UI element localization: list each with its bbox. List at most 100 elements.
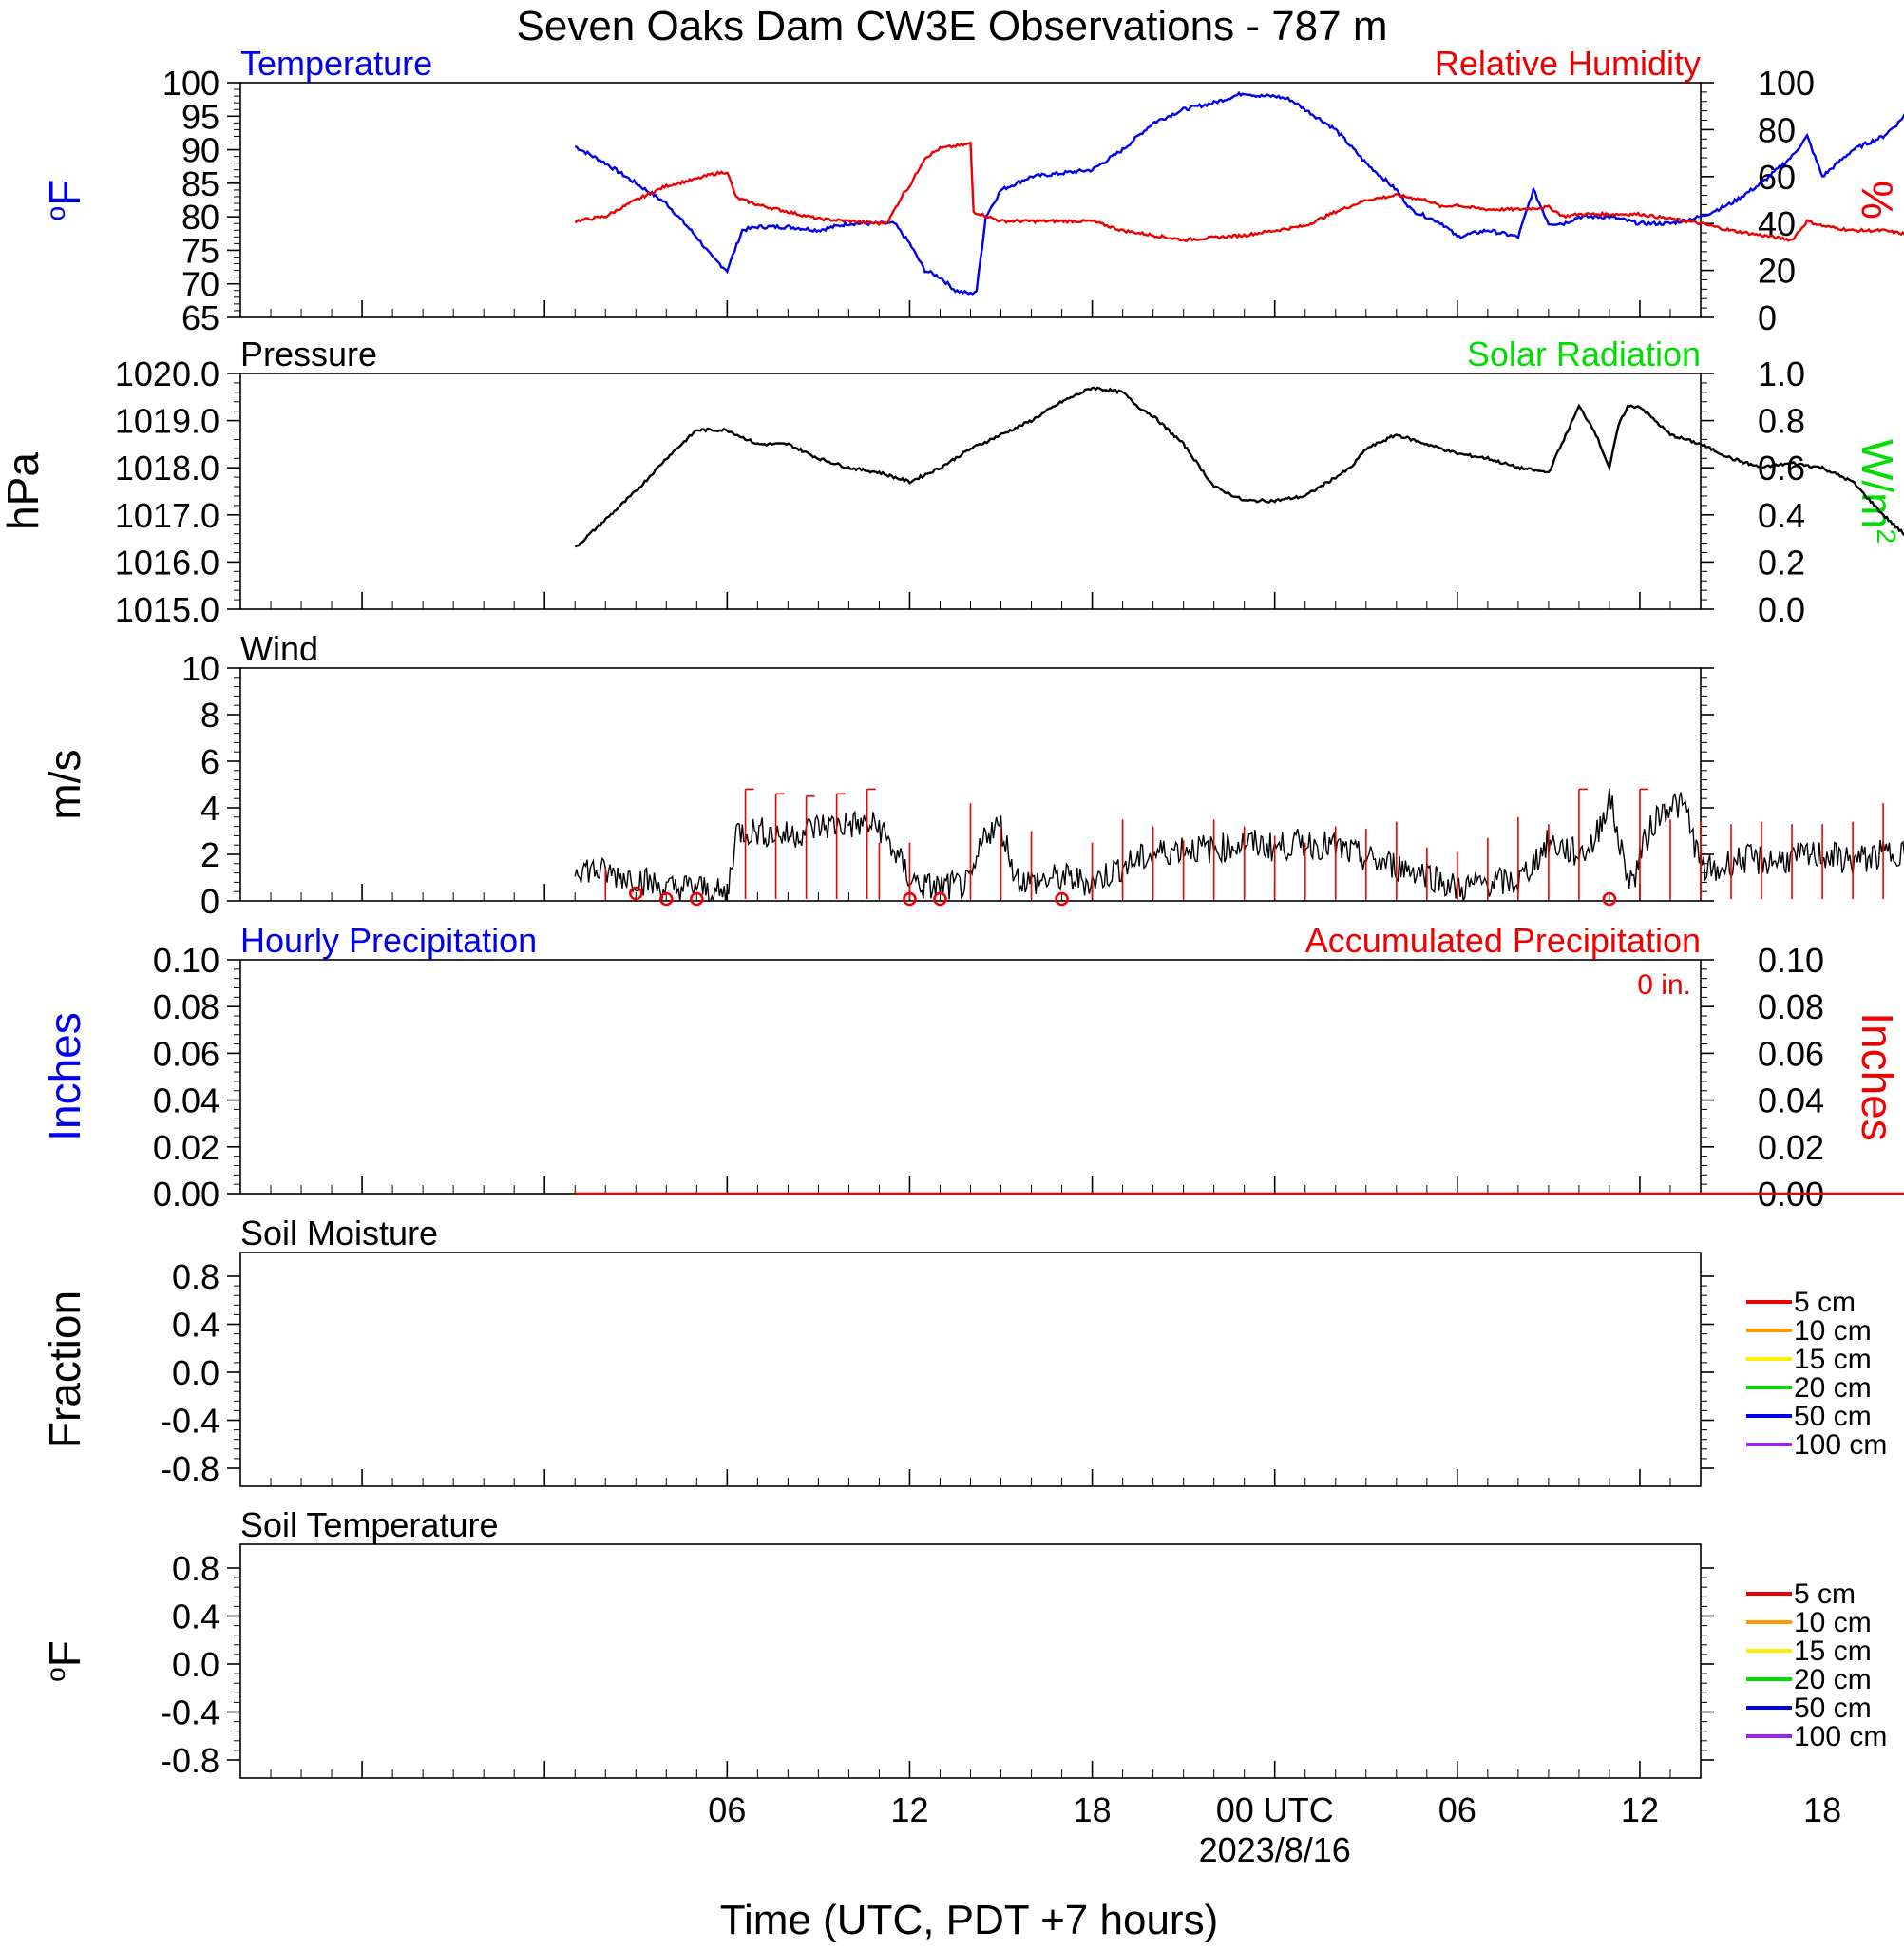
y-tick-label-left: 95 [181,97,219,136]
y-axis-label-left: hPa [0,452,48,530]
y-axis-label-left: oF [40,1640,89,1682]
panel-title-left: Soil Moisture [240,1214,438,1253]
calm-wind-marker [628,886,643,901]
panel-temperature: 10095908580757065100806040200Temperature… [40,44,1904,337]
y-tick-label-right: 100 [1758,64,1815,103]
y-tick-label-right: 0 [1758,298,1777,337]
x-tick-label: 12 [1621,1790,1659,1829]
y-tick-label-left: 1016.0 [115,543,219,582]
y-tick-label-left: 2 [200,835,219,874]
x-tick-label: 06 [1438,1790,1476,1829]
x-axis-label: Time (UTC, PDT +7 hours) [720,1897,1218,1943]
legend-label: 100 cm [1794,1429,1887,1461]
plot-frame [239,959,1702,1195]
y-axis-label-left: Fraction [40,1291,89,1448]
legend-label: 50 cm [1794,1401,1872,1432]
y-tick-label-right: 0.10 [1758,941,1824,980]
x-tick-label: 18 [1074,1790,1112,1829]
y-tick-label-left: 0.8 [172,1257,219,1296]
y-tick-label-left: 85 [181,164,219,203]
x-date-label: 2023/8/16 [1199,1830,1351,1869]
y-tick-label-left: 4 [200,789,219,828]
y-tick-label-right: 1.0 [1758,354,1805,393]
y-tick-label-left: 0.02 [153,1128,219,1167]
y-tick-label-left: 8 [200,696,219,735]
y-tick-label-right: 0.02 [1758,1128,1824,1167]
panel-hourly-precipitation: 0.10 0.08 0.06 0.04 0.02 0.00 0.10 0.08 0.06 0.04… [40,921,1904,1214]
x-tick-label: 18 [1803,1790,1841,1829]
legend-label: 10 cm [1794,1607,1872,1638]
plot-frame [239,373,1702,610]
panel-pressure: 1020.0 1019.0 1018.0 1017.0 1016.0 1015.0 1.0 0… [0,335,1904,629]
series-line-relative-humidity [574,141,1904,242]
y-tick-label-right: 0.4 [1758,496,1805,535]
y-tick-label-right: 20 [1758,252,1796,291]
panel-wind: 10 8 6 4 2 0 Wind m/s [40,629,1904,921]
y-tick-label-left: -0.4 [161,1693,219,1732]
y-tick-label-left: 1020.0 [115,354,219,393]
panel-title-right: Relative Humidity [1435,44,1701,83]
legend-label: 5 cm [1794,1578,1856,1610]
y-tick-label-right: 60 [1758,158,1796,197]
calm-wind-marker [903,891,917,907]
chart-title: Seven Oaks Dam CW3E Observations - 787 m [517,3,1388,49]
panel-title-right: Solar Radiation [1467,335,1701,373]
y-tick-label-left: 75 [181,231,219,270]
y-tick-label-left: 0.08 [153,987,219,1026]
y-tick-label-left: 0.0 [172,1645,219,1684]
y-tick-label-right: 0.6 [1758,449,1805,488]
plot-frame [239,82,1702,318]
panel-title-left: Hourly Precipitation [240,921,537,960]
calm-wind-marker [1055,891,1069,907]
plot-frame [239,1252,1702,1487]
y-tick-label-left: 0.10 [153,941,219,980]
y-tick-label-left: 1015.0 [115,590,219,629]
panel-soil-moisture: 0.8 0.4 0.0 -0.4 -0.8 Soil Moisture Fraction 5 … [40,1214,1887,1488]
y-tick-label-left: 0 [200,882,219,921]
legend-label: 20 cm [1794,1664,1872,1695]
y-tick-label-left: 1018.0 [115,449,219,488]
calm-wind-marker [658,891,674,907]
y-tick-label-left: 1019.0 [115,402,219,441]
y-tick-label-left: 6 [200,742,219,781]
y-tick-label-left: 1017.0 [115,496,219,535]
legend-label: 50 cm [1794,1693,1872,1724]
y-tick-label-left: 0.04 [153,1081,219,1120]
y-axis-label-left: Inches [40,1012,89,1141]
y-tick-label-left: 0.0 [172,1353,219,1392]
y-tick-label-left: 10 [181,649,219,688]
series-line-wind [574,788,1904,902]
series-line-temperature [574,90,1904,296]
y-tick-label-left: 0.4 [172,1597,219,1636]
y-tick-label-left: 100 [162,64,219,103]
panel-title-left: Wind [240,629,318,668]
x-tick-label: 00 UTC [1216,1790,1334,1829]
panel-title-right: Accumulated Precipitation [1305,921,1701,960]
legend-label: 20 cm [1794,1372,1872,1404]
y-tick-label-right: 0.08 [1758,987,1824,1026]
precip-total-annotation: 0 in. [1637,969,1691,1001]
panel-title-left: Pressure [240,335,377,373]
calm-wind-marker [1602,891,1617,907]
y-axis-label-right: Inches [1853,1012,1902,1141]
y-tick-label-right: 0.8 [1758,402,1805,441]
y-axis-label-right: % [1853,181,1902,220]
y-tick-label-left: 90 [181,131,219,170]
y-tick-label-left: -0.8 [161,1449,219,1488]
y-tick-label-left: 0.00 [153,1175,219,1214]
y-tick-label-left: 0.4 [172,1306,219,1345]
y-tick-label-left: 80 [181,198,219,237]
y-tick-label-left: -0.4 [161,1402,219,1441]
y-tick-label-right: 0.0 [1758,590,1805,629]
x-tick-label: 12 [890,1790,928,1829]
calm-wind-marker [690,891,704,907]
plot-frame [239,1543,1702,1779]
y-axis-label-right: W/m2 [1853,439,1902,544]
y-tick-label-left: 65 [181,298,219,337]
y-tick-label-right: 0.2 [1758,543,1805,582]
legend-label: 10 cm [1794,1315,1872,1347]
